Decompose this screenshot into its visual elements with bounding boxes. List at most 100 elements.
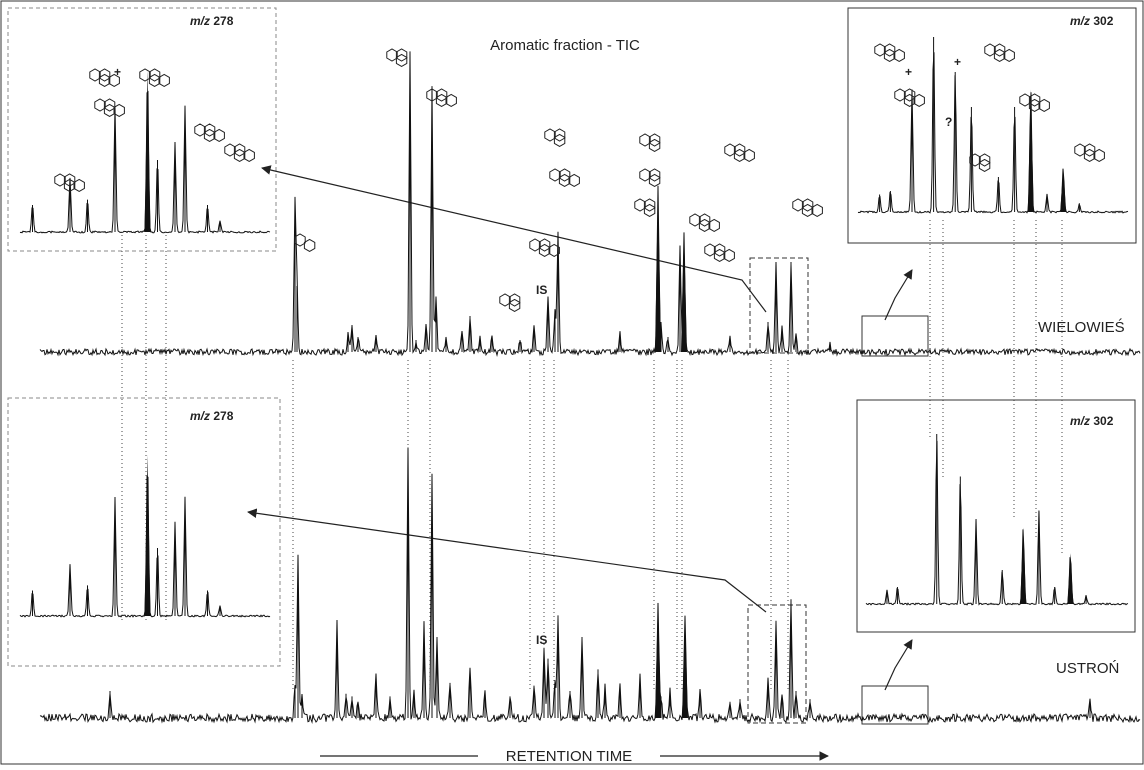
molecule-ring-10-3 (568, 173, 580, 187)
molecule-ring-4-2 (203, 123, 216, 137)
molecule-ring-25-2 (1083, 143, 1096, 157)
inset-frame-upper-right (847, 7, 1137, 244)
zoom-box-upper-278 (749, 257, 809, 354)
inset-label-upper-right: m/z 302 (1070, 14, 1114, 28)
is-label-upper: IS (536, 283, 547, 297)
molecule-ring-2-2 (103, 98, 116, 112)
molecule-ring-6-0 (386, 48, 398, 62)
molecule-ring-23-2 (1028, 93, 1041, 107)
molecule-ring-18-1 (713, 248, 726, 262)
traces-layer (19, 37, 1141, 724)
molecule-ring-19-0 (792, 198, 804, 212)
is-label-lower: IS (536, 633, 547, 647)
molecule-ring-13-2 (648, 133, 661, 147)
molecule-ring-18-3 (723, 248, 735, 262)
inset-302-wielowies-line (857, 52, 1129, 214)
zoom-box-lower-278 (747, 604, 807, 724)
molecule-ring-7-2 (435, 88, 448, 102)
trace-ustron-peak-30 (655, 601, 661, 718)
inset-302-wielowies-peak-10 (1060, 168, 1067, 212)
inset-278-ustron-peak-4 (144, 454, 151, 616)
molecule-ring-9-0 (544, 128, 556, 142)
zoom-box-upper-302 (861, 315, 929, 357)
molecule-ring-14-0 (639, 168, 651, 182)
molecule-ring-1-3 (158, 73, 170, 87)
inset-frame-upper-left (7, 7, 277, 252)
trace-ustron-peak-33 (682, 615, 688, 718)
molecule-ring-5-2 (233, 143, 246, 157)
chart-title: Aromatic fraction - TIC (490, 37, 640, 54)
molecule-ring-13-1 (648, 138, 661, 152)
molecule-ring-8-0 (294, 233, 306, 247)
molecule-ring-20-3 (893, 48, 905, 62)
molecule-ring-14-2 (648, 168, 661, 182)
molecule-ring-9-2 (553, 128, 566, 142)
inset-label-lower-left: m/z 278 (190, 409, 234, 423)
molecule-ring-0-3 (108, 73, 120, 87)
molecule-ring-4-3 (213, 128, 225, 142)
molecule-ring-10-0 (549, 168, 561, 182)
molecule-ring-16-3 (743, 148, 755, 162)
molecule-ring-2-3 (113, 103, 125, 117)
zoom-box-lower-302 (861, 685, 929, 725)
molecule-structures (54, 43, 1105, 312)
molecule-ring-1-2 (148, 68, 161, 82)
co-elution-mark-302a: + (905, 65, 912, 79)
molecule-ring-21-2 (993, 43, 1006, 57)
molecule-ring-3-3 (73, 178, 85, 192)
molecule-ring-12-0 (499, 293, 511, 307)
arrow-upper-278 (261, 165, 767, 313)
molecule-ring-17-0 (689, 213, 701, 227)
co-elution-mark-278: + (114, 65, 121, 79)
molecule-ring-7-1 (435, 93, 448, 107)
molecule-ring-11-3 (548, 243, 560, 257)
molecule-ring-15-0 (634, 198, 646, 212)
sample-label-ustron: USTROŃ (1056, 660, 1119, 677)
molecule-ring-10-1 (558, 173, 571, 187)
trace-wielowies-peak-22 (655, 187, 661, 352)
inset-label-upper-left: m/z 278 (190, 14, 234, 28)
molecule-ring-15-2 (643, 198, 656, 212)
molecule-ring-22-3 (913, 93, 925, 107)
molecule-ring-9-1 (553, 133, 566, 147)
molecule-ring-6-2 (395, 48, 408, 62)
molecule-ring-12-1 (508, 298, 521, 312)
molecule-ring-11-1 (538, 243, 551, 257)
trace-ustron-line (39, 447, 1141, 724)
molecule-ring-16-2 (733, 143, 746, 157)
molecule-ring-23-3 (1038, 98, 1050, 112)
molecule-ring-20-2 (883, 43, 896, 57)
trace-wielowies-peak-26 (681, 232, 687, 352)
arrow-upper-302 (884, 269, 913, 321)
inset-302-ustron-line (865, 440, 1129, 606)
molecule-ring-3-2 (63, 173, 76, 187)
molecule-ring-16-0 (724, 143, 736, 157)
inset-302-ustron-peak-9 (1067, 553, 1074, 604)
molecule-ring-7-3 (445, 93, 457, 107)
unknown-mark: ? (945, 115, 952, 129)
molecule-ring-18-0 (704, 243, 716, 257)
molecule-ring-11-2 (538, 238, 551, 252)
inset-302-ustron-peak-6 (1020, 527, 1027, 604)
molecule-ring-19-2 (801, 198, 814, 212)
inset-label-lower-right: m/z 302 (1070, 414, 1114, 428)
molecule-ring-14-1 (648, 173, 661, 187)
trace-wielowies-line (39, 51, 1141, 357)
molecule-ring-21-3 (1003, 48, 1015, 62)
molecule-ring-25-3 (1093, 148, 1105, 162)
arrow-lower-278 (247, 508, 767, 613)
molecule-ring-18-2 (713, 243, 726, 257)
inset-frame-lower-left (7, 397, 281, 667)
molecule-ring-17-2 (698, 213, 711, 227)
molecule-ring-15-1 (643, 203, 656, 217)
molecule-ring-22-2 (903, 88, 916, 102)
molecule-ring-5-3 (243, 148, 255, 162)
molecule-ring-10-2 (558, 168, 571, 182)
co-elution-mark-302b: + (954, 55, 961, 69)
molecule-ring-19-1 (801, 203, 814, 217)
molecule-ring-24-2 (978, 153, 991, 167)
molecule-ring-19-3 (811, 203, 823, 217)
